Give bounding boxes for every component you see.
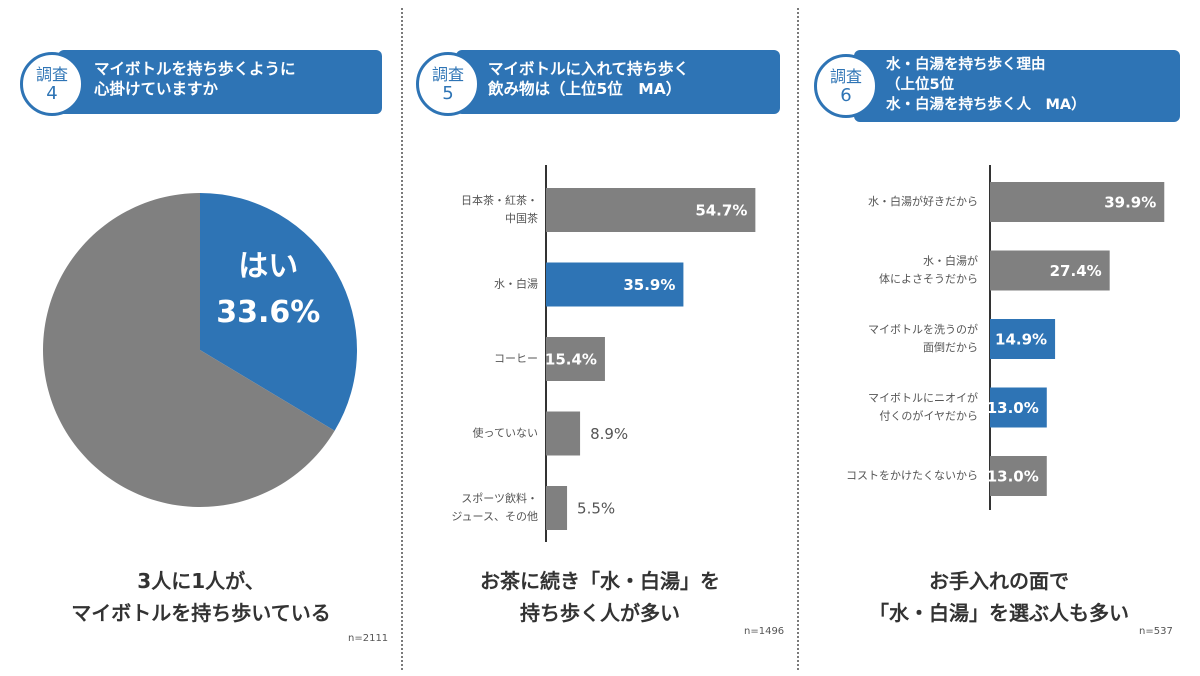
survey-6-title-line-2: （上位5位 — [886, 77, 955, 93]
survey-6-number-badge: 調査 6 — [814, 54, 878, 118]
survey-5-panel: マイボトルに入れて持ち歩く 飲み物は（上位5位 MA） 調査 5 54.7% 日本… — [402, 0, 798, 676]
survey-4-number: 4 — [46, 83, 58, 104]
bar-value-label: 5.5% — [577, 500, 615, 518]
bar — [546, 188, 756, 232]
survey-5-number-badge: 調査 5 — [416, 52, 480, 116]
bar — [990, 387, 1047, 428]
bar-value-label: 27.4% — [1050, 262, 1102, 280]
survey-4-caption: 3人に1人が、 マイボトルを持ち歩いている — [0, 565, 402, 629]
bar — [546, 486, 568, 530]
bar-value-label: 35.9% — [623, 276, 675, 294]
bar — [990, 182, 1165, 222]
survey-5-bar-chart: 54.7% 日本茶・紅茶・中国茶 35.9% 水・白湯 15.4% コーヒー 8.9% 使って… — [451, 165, 756, 542]
bar-category-label: ジュース、その他 — [451, 510, 538, 523]
survey-6-caption: お手入れの面で 「水・白湯」を選ぶ人も多い — [798, 565, 1200, 629]
bar — [546, 411, 581, 456]
survey-5-caption-line-2: 持ち歩く人が多い — [520, 601, 680, 625]
bar-category-label: 日本茶・紅茶・ — [461, 193, 538, 207]
pie-slice-other — [42, 193, 335, 508]
bar — [546, 337, 605, 381]
survey-6-keyword: 調査 — [829, 67, 862, 86]
pie-slice-highlight — [200, 193, 357, 431]
bar-category-label: 面倒だから — [923, 341, 978, 354]
bar-value-label: 13.0% — [987, 399, 1039, 417]
survey-6-caption-line-1: お手入れの面で — [929, 569, 1069, 593]
bar-value-label: 39.9% — [1104, 194, 1156, 212]
survey-6-number: 6 — [840, 85, 852, 106]
survey-6-title-line-1: 水・白湯を持ち歩く理由 — [886, 57, 1046, 73]
survey-4-title-line-1: マイボトルを持ち歩くように — [94, 60, 296, 78]
survey-6-panel: 水・白湯を持ち歩く理由 （上位5位 水・白湯を持ち歩く人 MA） 調査 6 39… — [798, 0, 1200, 676]
bar-value-label: 8.9% — [590, 425, 628, 443]
survey-5-title-line-2: 飲み物は（上位5位 MA） — [488, 80, 682, 98]
survey-4-caption-line-1: 3人に1人が、 — [137, 569, 265, 593]
bar-category-label: 中国茶 — [505, 212, 538, 225]
bar-value-label: 13.0% — [987, 468, 1039, 486]
bar-value-label: 54.7% — [695, 202, 747, 220]
survey-4-title-line-2: 心掛けていますか — [94, 80, 219, 98]
survey-6-title-banner: 水・白湯を持ち歩く理由 （上位5位 水・白湯を持ち歩く人 MA） — [854, 50, 1180, 122]
survey-4-caption-line-2: マイボトルを持ち歩いている — [71, 601, 331, 625]
bar-category-label: 体によさそうだから — [879, 272, 978, 286]
bar-category-label: マイボトルを洗うのが — [868, 322, 978, 336]
bar — [990, 250, 1110, 291]
bar-category-label: コーヒー — [494, 352, 538, 365]
bar-category-label: スポーツ飲料・ — [461, 491, 538, 505]
survey-5-caption: お茶に続き「水・白湯」を 持ち歩く人が多い — [402, 565, 798, 629]
bar-category-label: コストをかけたくないから — [846, 469, 978, 482]
survey-5-caption-line-1: お茶に続き「水・白湯」を — [480, 569, 720, 593]
bar-value-label: 15.4% — [545, 351, 597, 369]
bar-category-label: 水・白湯 — [494, 277, 538, 291]
panel-divider-1 — [401, 8, 403, 670]
bar-category-label: 水・白湯が好きだから — [868, 194, 978, 208]
bar-value-label: 14.9% — [995, 331, 1047, 349]
survey-5-keyword: 調査 — [431, 65, 464, 84]
survey-6-title-line-3: 水・白湯を持ち歩く人 MA） — [886, 97, 1086, 113]
survey-4-number-badge: 調査 4 — [20, 52, 84, 116]
survey-4-panel: マイボトルを持ち歩くように 心掛けていますか 調査 4 はい 33.6% 3人に1… — [0, 0, 402, 676]
pie-slice-value-label: 33.6% — [216, 295, 320, 330]
survey-5-title-banner: マイボトルに入れて持ち歩く 飲み物は（上位5位 MA） — [456, 50, 780, 114]
bar — [546, 262, 684, 307]
bar — [990, 456, 1047, 496]
survey-4-title-banner: マイボトルを持ち歩くように 心掛けていますか — [58, 50, 382, 114]
panel-divider-2 — [797, 8, 799, 670]
survey-5-title-line-1: マイボトルに入れて持ち歩く — [488, 60, 690, 78]
bar-category-label: 付くのがイヤだから — [879, 409, 978, 423]
bar-category-label: 水・白湯が — [923, 254, 978, 268]
bar-category-label: マイボトルにニオイが — [868, 391, 978, 405]
bar — [990, 319, 1056, 359]
pie-slice-label: はい — [238, 249, 298, 284]
survey-4-sample-size: n=2111 — [348, 633, 389, 644]
bar-category-label: 使っていない — [473, 427, 538, 440]
survey-6-sample-size: n=537 — [1139, 626, 1173, 637]
survey-4-pie-chart: はい 33.6% — [42, 193, 357, 508]
survey-5-sample-size: n=1496 — [744, 626, 785, 637]
survey-6-caption-line-2: 「水・白湯」を選ぶ人も多い — [869, 601, 1129, 625]
survey-4-keyword: 調査 — [35, 65, 68, 84]
survey-5-number: 5 — [442, 83, 454, 104]
